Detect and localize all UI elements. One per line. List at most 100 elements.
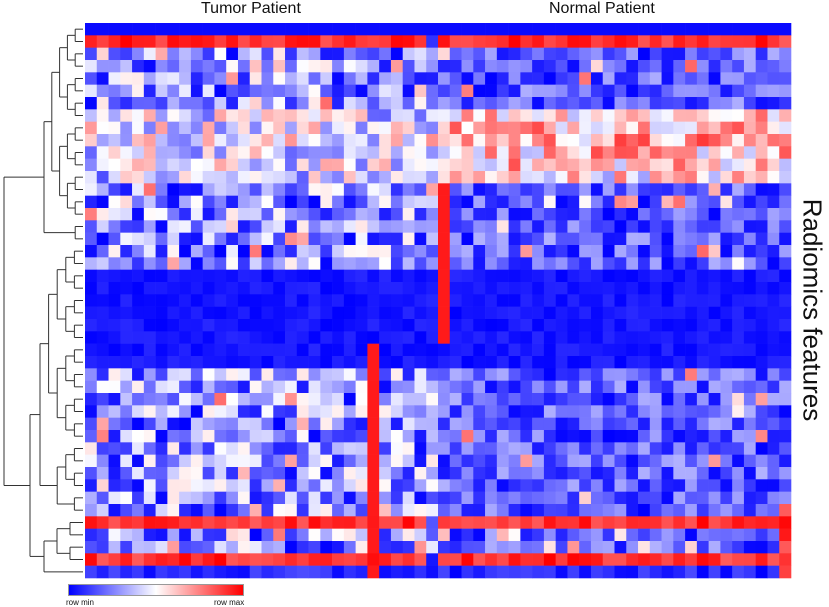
heatmap-cell [449,319,462,332]
heatmap-cell [520,553,533,566]
heatmap-cell [743,565,756,579]
heatmap-cell [708,220,721,233]
heatmap-cell [732,430,745,443]
heatmap-cell [96,565,109,579]
heatmap-cell [320,405,333,418]
heatmap-cell [237,479,251,492]
heatmap-cell [673,504,686,517]
heatmap-cell [120,491,133,505]
heatmap-cell [708,257,721,270]
heatmap-cell [167,504,180,517]
heatmap-cell [367,430,380,443]
heatmap-cell [779,109,792,122]
heatmap-cell [214,146,227,159]
heatmap-cell [214,257,227,270]
heatmap-cell [732,541,745,554]
heatmap-cell [579,282,592,295]
heatmap-cell [414,195,427,209]
heatmap-cell [355,528,368,542]
heatmap-cell [414,257,427,270]
heatmap-cell [390,257,403,270]
heatmap-cell [720,245,733,258]
heatmap-cell [626,393,639,406]
heatmap-cell [390,208,403,221]
heatmap-cell [179,430,192,443]
heatmap-cell [108,319,121,332]
heatmap-cell [402,380,415,394]
heatmap-cell [390,528,403,542]
heatmap-cell [626,541,639,554]
heatmap-cell [214,319,227,332]
heatmap-cell [155,146,168,159]
heatmap-cell [708,343,721,357]
heatmap-cell [414,306,427,320]
heatmap-cell [190,368,203,381]
heatmap-cell [214,417,227,431]
heatmap-cell [602,430,615,443]
heatmap-cell [767,195,780,209]
heatmap-cell [508,442,521,455]
heatmap-cell [626,220,639,233]
heatmap-cell [661,220,674,233]
heatmap-cell [438,146,451,159]
heatmap-cell [449,121,462,135]
heatmap-cell [320,380,333,394]
heatmap-cell [367,331,380,344]
heatmap-cell [179,405,192,418]
heatmap-cell [226,417,239,431]
heatmap-cell [414,72,427,85]
heatmap-cell [567,516,580,529]
heatmap-cell [155,331,168,344]
heatmap-cell [638,294,651,307]
heatmap-cell [508,232,521,246]
heatmap-cell [226,146,239,159]
heatmap-cell [214,121,227,135]
heatmap-cell [508,491,521,505]
heatmap-cell [732,97,745,110]
heatmap-cell [367,257,380,270]
heatmap-cell [626,134,639,147]
heatmap-cell [638,430,651,443]
heatmap-cell [214,331,227,344]
heatmap-cell [355,454,368,468]
heatmap-cell [779,294,792,307]
heatmap-cell [685,454,698,468]
heatmap-cell [590,528,604,542]
heatmap-cell [649,282,662,295]
heatmap-cell [579,331,592,344]
heatmap-cell [390,282,403,295]
heatmap-cell [438,232,451,246]
heatmap-cell [649,146,662,159]
heatmap-cell [308,35,321,48]
heatmap-cell [708,232,721,246]
heatmap-cell [602,245,615,258]
heatmap-cell [696,109,709,122]
heatmap-cell [273,245,286,258]
heatmap-cell [708,380,721,394]
heatmap-cell [237,121,251,135]
heatmap-cell [108,516,121,529]
heatmap-cell [485,146,498,159]
heatmap-cell [543,405,556,418]
heatmap-cell [779,245,792,258]
heatmap-cell [179,553,192,566]
heatmap-cell [273,23,286,36]
heatmap-cell [155,565,168,579]
heatmap-cell [132,84,145,98]
heatmap-cell [320,306,333,320]
heatmap-cell [120,220,133,233]
heatmap-cell [649,245,662,258]
heatmap-cell [320,516,333,529]
heatmap-cell [485,319,498,332]
heatmap-cell [120,72,133,85]
heatmap-cell [755,368,768,381]
heatmap-cell [696,417,709,431]
heatmap-cell [696,430,709,443]
heatmap-cell [779,306,792,320]
heatmap-cell [108,232,121,246]
heatmap-cell [226,208,239,221]
heatmap-cell [190,84,203,98]
heatmap-cell [461,417,474,431]
heatmap-cell [214,541,227,554]
heatmap-cell [237,208,251,221]
